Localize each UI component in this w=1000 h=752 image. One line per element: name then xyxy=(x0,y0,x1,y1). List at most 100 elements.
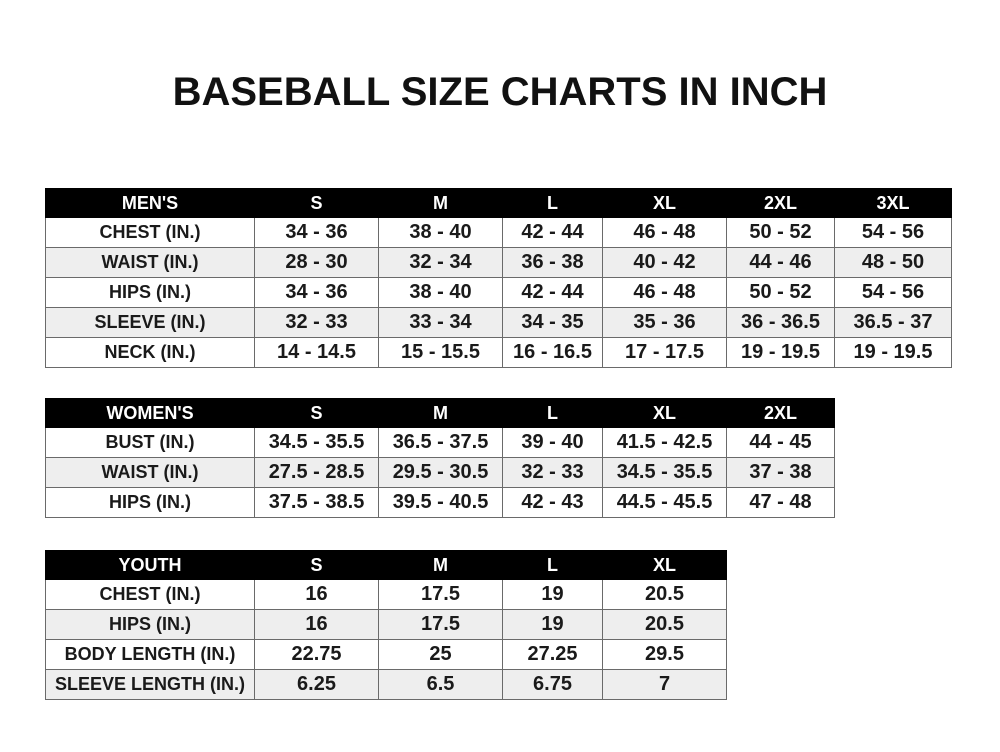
size-value: 14 - 14.5 xyxy=(254,337,379,368)
measurement-label: BODY LENGTH (IN.) xyxy=(45,639,255,670)
size-value: 50 - 52 xyxy=(726,217,835,248)
size-value: 28 - 30 xyxy=(254,247,379,278)
size-value: 22.75 xyxy=(254,639,379,670)
header-row: WOMEN'S S M L XL 2XL xyxy=(45,398,835,428)
size-value: 20.5 xyxy=(602,609,727,640)
womens-size-table: WOMEN'S S M L XL 2XL BUST (IN.) 34.5 - 35.5 36.5… xyxy=(45,398,835,518)
size-value: 34 - 36 xyxy=(254,277,379,308)
size-header: 3XL xyxy=(834,188,952,218)
size-value: 46 - 48 xyxy=(602,277,727,308)
size-header: L xyxy=(502,550,603,580)
table-row: WAIST (IN.) 28 - 30 32 - 34 36 - 38 40 - 42 4… xyxy=(45,247,952,278)
size-value: 36 - 38 xyxy=(502,247,603,278)
size-value: 35 - 36 xyxy=(602,307,727,338)
table-row: BUST (IN.) 34.5 - 35.5 36.5 - 37.5 39 - 40 4… xyxy=(45,427,835,458)
size-value: 39 - 40 xyxy=(502,427,603,458)
size-value: 27.5 - 28.5 xyxy=(254,457,379,488)
size-value: 36.5 - 37.5 xyxy=(378,427,503,458)
size-value: 25 xyxy=(378,639,503,670)
size-value: 19 xyxy=(502,579,603,610)
size-value: 42 - 43 xyxy=(502,487,603,518)
size-value: 46 - 48 xyxy=(602,217,727,248)
header-row: YOUTH S M L XL xyxy=(45,550,727,580)
category-header: MEN'S xyxy=(45,188,255,218)
size-value: 19 xyxy=(502,609,603,640)
measurement-label: HIPS (IN.) xyxy=(45,609,255,640)
table-row: NECK (IN.) 14 - 14.5 15 - 15.5 16 - 16.5 17 … xyxy=(45,337,952,368)
size-value: 44 - 45 xyxy=(726,427,835,458)
size-value: 16 xyxy=(254,579,379,610)
header-row: MEN'S S M L XL 2XL 3XL xyxy=(45,188,952,218)
measurement-label: SLEEVE (IN.) xyxy=(45,307,255,338)
size-value: 6.5 xyxy=(378,669,503,700)
table-row: CHEST (IN.) 16 17.5 19 20.5 xyxy=(45,579,727,610)
table-row: WAIST (IN.) 27.5 - 28.5 29.5 - 30.5 32 - 33… xyxy=(45,457,835,488)
size-value: 6.25 xyxy=(254,669,379,700)
size-value: 47 - 48 xyxy=(726,487,835,518)
size-value: 54 - 56 xyxy=(834,277,952,308)
size-header: XL xyxy=(602,188,727,218)
size-header: M xyxy=(378,188,503,218)
size-value: 32 - 33 xyxy=(502,457,603,488)
size-header: S xyxy=(254,398,379,428)
size-value: 17 - 17.5 xyxy=(602,337,727,368)
size-value: 38 - 40 xyxy=(378,277,503,308)
measurement-label: NECK (IN.) xyxy=(45,337,255,368)
measurement-label: CHEST (IN.) xyxy=(45,579,255,610)
category-header: YOUTH xyxy=(45,550,255,580)
size-header: L xyxy=(502,398,603,428)
size-header: L xyxy=(502,188,603,218)
measurement-label: WAIST (IN.) xyxy=(45,247,255,278)
measurement-label: HIPS (IN.) xyxy=(45,487,255,518)
size-value: 20.5 xyxy=(602,579,727,610)
size-value: 19 - 19.5 xyxy=(726,337,835,368)
size-value: 40 - 42 xyxy=(602,247,727,278)
table-row: SLEEVE LENGTH (IN.) 6.25 6.5 6.75 7 xyxy=(45,669,727,700)
size-value: 19 - 19.5 xyxy=(834,337,952,368)
table-row: HIPS (IN.) 34 - 36 38 - 40 42 - 44 46 - 48 50… xyxy=(45,277,952,308)
size-value: 50 - 52 xyxy=(726,277,835,308)
size-value: 34 - 36 xyxy=(254,217,379,248)
measurement-label: HIPS (IN.) xyxy=(45,277,255,308)
size-value: 54 - 56 xyxy=(834,217,952,248)
size-value: 38 - 40 xyxy=(378,217,503,248)
size-value: 42 - 44 xyxy=(502,277,603,308)
table-row: BODY LENGTH (IN.) 22.75 25 27.25 29.5 xyxy=(45,639,727,670)
measurement-label: WAIST (IN.) xyxy=(45,457,255,488)
size-value: 36.5 - 37 xyxy=(834,307,952,338)
size-value: 6.75 xyxy=(502,669,603,700)
measurement-label: BUST (IN.) xyxy=(45,427,255,458)
size-value: 37.5 - 38.5 xyxy=(254,487,379,518)
size-value: 37 - 38 xyxy=(726,457,835,488)
table-row: HIPS (IN.) 16 17.5 19 20.5 xyxy=(45,609,727,640)
size-value: 29.5 xyxy=(602,639,727,670)
size-header: M xyxy=(378,550,503,580)
size-value: 48 - 50 xyxy=(834,247,952,278)
size-value: 44.5 - 45.5 xyxy=(602,487,727,518)
size-value: 39.5 - 40.5 xyxy=(378,487,503,518)
size-value: 34.5 - 35.5 xyxy=(602,457,727,488)
youth-size-table: YOUTH S M L XL CHEST (IN.) 16 17.5 19 20.5 HIPS (I… xyxy=(45,550,727,700)
size-value: 29.5 - 30.5 xyxy=(378,457,503,488)
size-header: XL xyxy=(602,550,727,580)
table-row: HIPS (IN.) 37.5 - 38.5 39.5 - 40.5 42 - 43 4… xyxy=(45,487,835,518)
size-header: XL xyxy=(602,398,727,428)
size-value: 27.25 xyxy=(502,639,603,670)
table-row: SLEEVE (IN.) 32 - 33 33 - 34 34 - 35 35 - 36… xyxy=(45,307,952,338)
category-header: WOMEN'S xyxy=(45,398,255,428)
size-value: 36 - 36.5 xyxy=(726,307,835,338)
size-header: 2XL xyxy=(726,188,835,218)
table-row: CHEST (IN.) 34 - 36 38 - 40 42 - 44 46 - 48 5… xyxy=(45,217,952,248)
size-value: 17.5 xyxy=(378,579,503,610)
size-value: 34 - 35 xyxy=(502,307,603,338)
size-value: 16 xyxy=(254,609,379,640)
size-value: 44 - 46 xyxy=(726,247,835,278)
size-value: 41.5 - 42.5 xyxy=(602,427,727,458)
size-value: 16 - 16.5 xyxy=(502,337,603,368)
size-value: 42 - 44 xyxy=(502,217,603,248)
measurement-label: SLEEVE LENGTH (IN.) xyxy=(45,669,255,700)
size-value: 7 xyxy=(602,669,727,700)
size-value: 32 - 33 xyxy=(254,307,379,338)
size-value: 32 - 34 xyxy=(378,247,503,278)
measurement-label: CHEST (IN.) xyxy=(45,217,255,248)
